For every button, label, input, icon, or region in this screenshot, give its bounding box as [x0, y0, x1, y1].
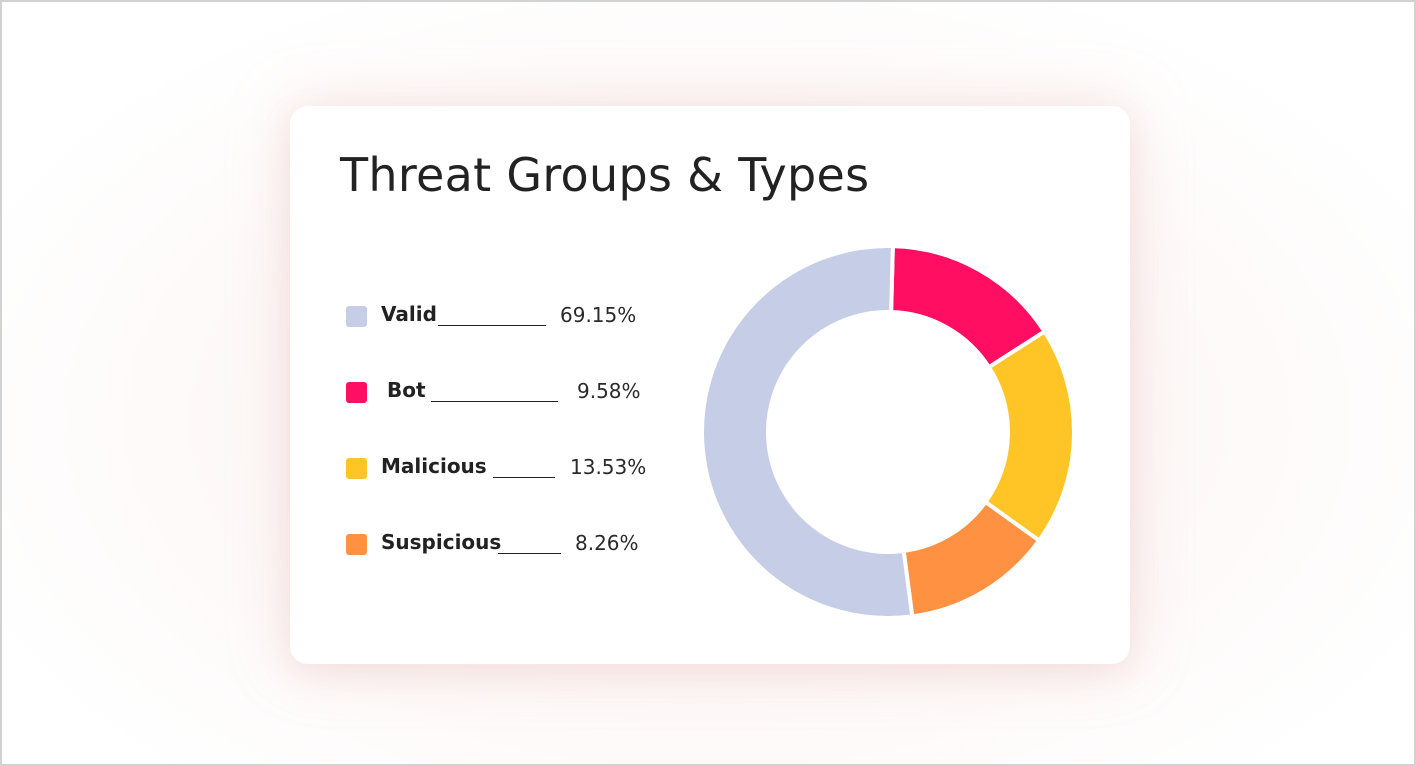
donut-chart — [698, 242, 1078, 622]
legend-value-malicious: 13.53% — [570, 455, 647, 479]
legend-rule-malicious — [493, 477, 555, 478]
legend-rule-suspicious — [498, 553, 561, 554]
legend-swatch-bot — [346, 382, 367, 403]
legend-value-bot: 9.58% — [577, 379, 641, 403]
threat-groups-card: Threat Groups & Types Valid 69.15% Bot 9… — [290, 106, 1130, 664]
legend-value-valid: 69.15% — [560, 303, 637, 327]
legend-item-suspicious[interactable]: Suspicious 8.26% — [346, 528, 666, 558]
donut-slice-valid[interactable] — [700, 244, 915, 620]
legend-rule-bot — [431, 401, 558, 402]
card-title: Threat Groups & Types — [340, 148, 870, 202]
legend-swatch-suspicious — [346, 534, 367, 555]
legend-value-suspicious: 8.26% — [575, 531, 639, 555]
legend-label-malicious: Malicious — [381, 454, 487, 478]
legend-item-bot[interactable]: Bot 9.58% — [346, 376, 666, 406]
legend-rule-valid — [438, 325, 546, 326]
donut-svg — [700, 244, 1076, 620]
legend-item-valid[interactable]: Valid 69.15% — [346, 300, 666, 330]
legend-label-suspicious: Suspicious — [381, 530, 502, 554]
legend-label-valid: Valid — [381, 302, 437, 326]
legend-label-bot: Bot — [387, 378, 426, 402]
legend-item-malicious[interactable]: Malicious 13.53% — [346, 452, 666, 482]
legend-swatch-malicious — [346, 458, 367, 479]
legend-swatch-valid — [346, 306, 367, 327]
